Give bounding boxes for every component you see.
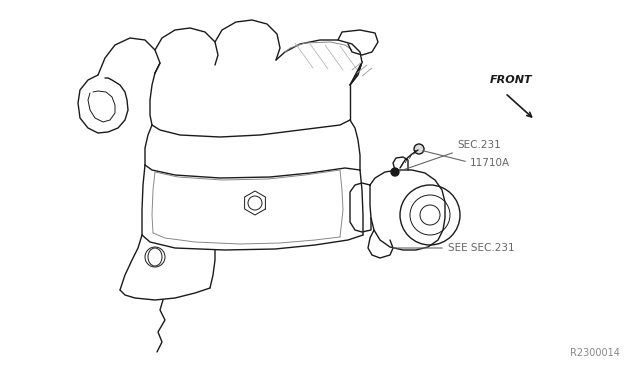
Text: FRONT: FRONT	[490, 75, 532, 85]
Text: SEE SEC.231: SEE SEC.231	[448, 243, 515, 253]
Circle shape	[391, 168, 399, 176]
Text: 11710A: 11710A	[470, 158, 510, 168]
Circle shape	[414, 144, 424, 154]
Text: SEC.231: SEC.231	[457, 140, 500, 150]
Text: R2300014: R2300014	[570, 348, 620, 358]
